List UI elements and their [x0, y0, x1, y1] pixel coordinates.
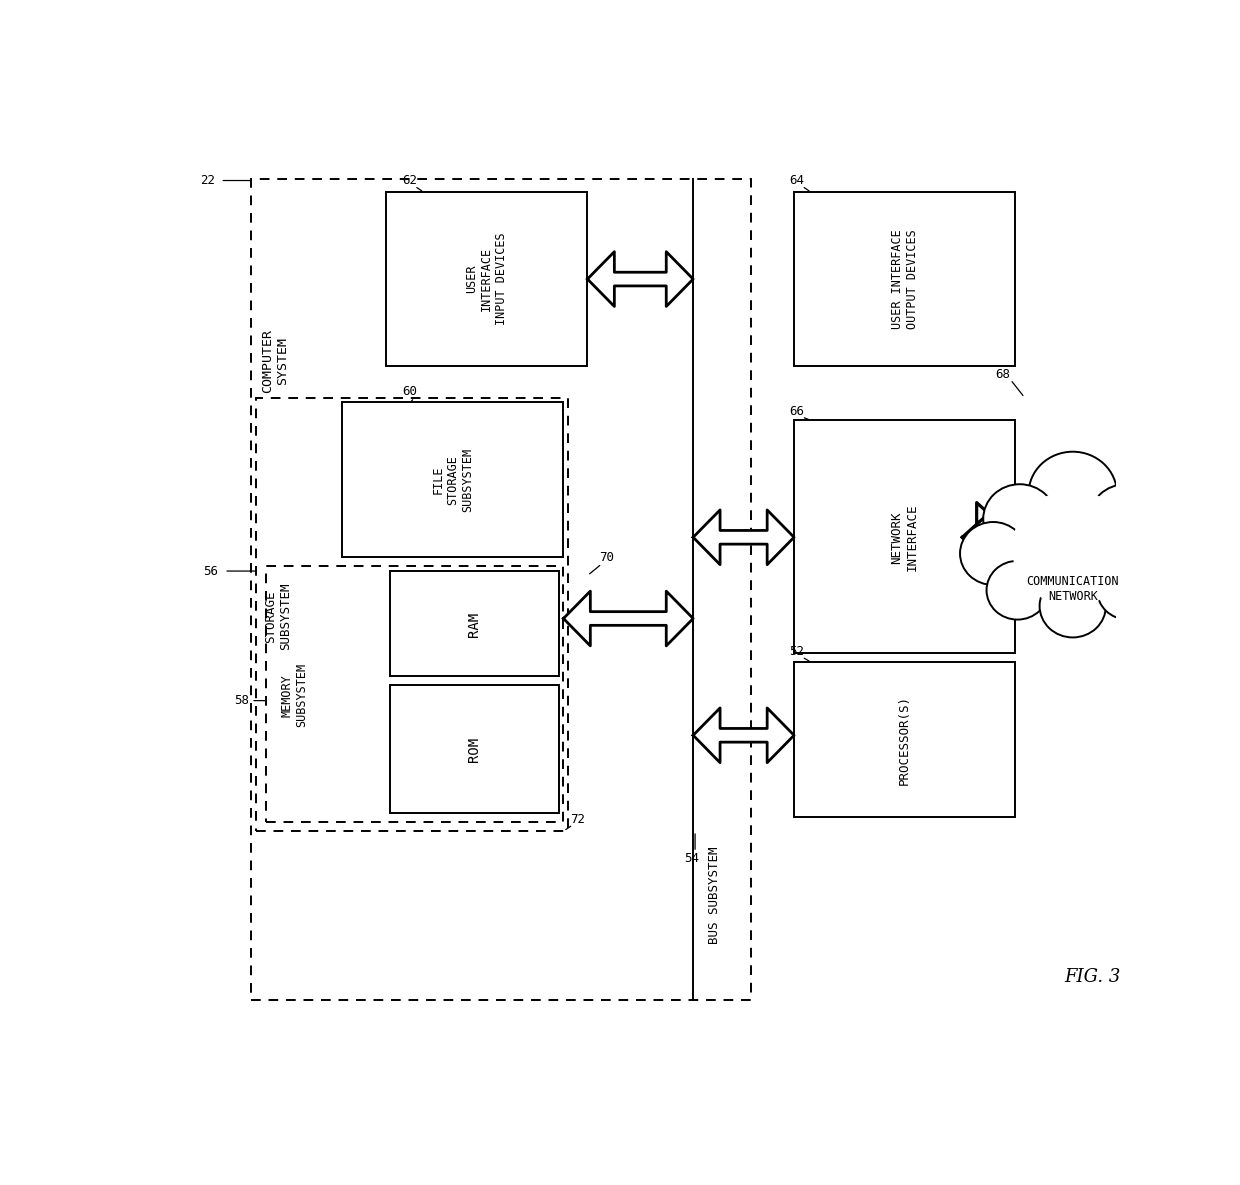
Text: MEMORY
SUBSYSTEM: MEMORY SUBSYSTEM: [280, 664, 309, 728]
Polygon shape: [588, 251, 693, 307]
Text: STORAGE
SUBSYSTEM: STORAGE SUBSYSTEM: [264, 583, 291, 651]
Text: 62: 62: [402, 174, 417, 187]
Circle shape: [987, 561, 1049, 620]
Text: USER INTERFACE
OUTPUT DEVICES: USER INTERFACE OUTPUT DEVICES: [890, 229, 919, 329]
Polygon shape: [962, 502, 1016, 572]
Text: PROCESSOR(S): PROCESSOR(S): [898, 694, 911, 784]
Polygon shape: [693, 707, 794, 763]
Circle shape: [960, 523, 1027, 585]
Text: 52: 52: [790, 645, 805, 658]
Text: 68: 68: [996, 369, 1011, 382]
Text: 64: 64: [790, 174, 805, 187]
Text: BUS SUBSYSTEM: BUS SUBSYSTEM: [708, 846, 720, 943]
Text: FIG. 3: FIG. 3: [1064, 968, 1120, 986]
Text: USER
INTERFACE
INPUT DEVICES: USER INTERFACE INPUT DEVICES: [465, 232, 508, 326]
Text: 66: 66: [790, 405, 805, 418]
Text: 56: 56: [203, 564, 218, 577]
Text: 60: 60: [402, 385, 417, 398]
Text: FILE
STORAGE
SUBSYSTEM: FILE STORAGE SUBSYSTEM: [432, 448, 475, 512]
Text: 54: 54: [683, 852, 698, 865]
Polygon shape: [693, 510, 794, 565]
Circle shape: [1039, 575, 1106, 638]
Text: COMMUNICATION
NETWORK: COMMUNICATION NETWORK: [1027, 575, 1118, 603]
Text: COMPUTER
SYSTEM: COMPUTER SYSTEM: [262, 329, 289, 393]
Circle shape: [983, 485, 1056, 553]
Circle shape: [1120, 523, 1185, 585]
Text: 72: 72: [570, 813, 585, 826]
Circle shape: [1097, 561, 1159, 620]
Text: RAM: RAM: [467, 611, 481, 636]
Text: 58: 58: [234, 694, 249, 707]
Text: NETWORK
INTERFACE: NETWORK INTERFACE: [890, 504, 919, 571]
Circle shape: [1028, 451, 1117, 536]
Text: 70: 70: [599, 551, 614, 564]
Text: 22: 22: [201, 174, 216, 187]
Polygon shape: [563, 591, 693, 646]
Circle shape: [1089, 485, 1162, 553]
Text: ROM: ROM: [467, 736, 481, 762]
Circle shape: [1012, 491, 1133, 606]
